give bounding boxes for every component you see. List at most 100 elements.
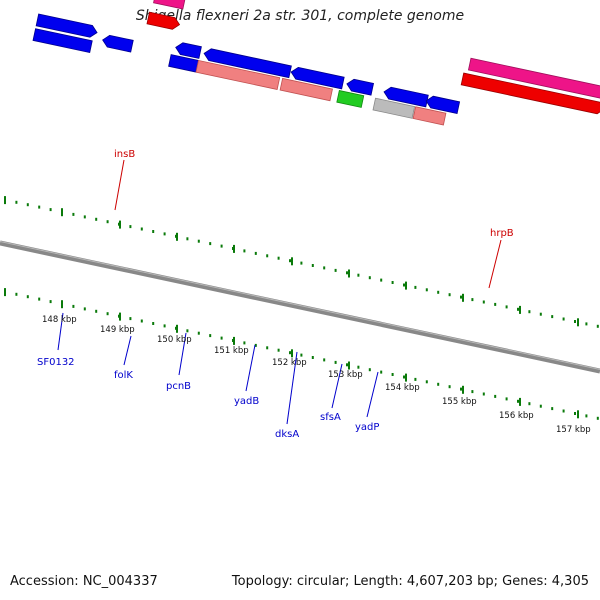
gene-insB-red[interactable] — [146, 11, 181, 30]
minor-tick — [186, 329, 189, 333]
minor-tick — [425, 380, 428, 384]
gene-label-yadP[interactable]: yadP — [355, 422, 379, 433]
major-tick — [233, 336, 235, 345]
yadP-leader — [366, 371, 379, 418]
tick-label: 157 kbp — [556, 425, 591, 435]
tick-label: 148 kbp — [42, 315, 77, 325]
minor-tick — [403, 375, 405, 379]
minor-tick — [38, 297, 41, 301]
sf0132-leader — [57, 312, 64, 351]
major-tick — [119, 220, 121, 229]
gene-dksA[interactable] — [336, 90, 365, 108]
major-tick — [176, 232, 178, 241]
gene-arrow-sf0134[interactable] — [32, 28, 93, 54]
major-tick — [462, 385, 464, 394]
tick-label: 152 kbp — [272, 358, 307, 368]
genome-title: Shigella flexneri 2a str. 301, complete … — [135, 8, 465, 24]
minor-tick — [15, 200, 18, 204]
minor-tick — [197, 331, 200, 335]
minor-tick — [437, 290, 440, 294]
minor-tick — [471, 390, 474, 394]
minor-tick — [15, 292, 18, 296]
gene-dksA-arrow[interactable] — [346, 78, 375, 96]
minor-tick — [346, 271, 348, 275]
minor-tick — [574, 320, 576, 323]
minor-tick — [494, 394, 497, 398]
minor-tick — [334, 360, 337, 364]
gene-yadB[interactable] — [279, 77, 333, 102]
gene-insB[interactable] — [153, 0, 186, 10]
sfsA-leader — [331, 363, 343, 409]
minor-tick — [49, 300, 52, 304]
minor-tick — [300, 261, 303, 265]
gene-hrpB-red[interactable] — [460, 72, 600, 115]
minor-tick — [186, 237, 189, 241]
minor-tick — [368, 368, 371, 372]
major-tick — [291, 349, 293, 358]
minor-tick — [83, 307, 86, 311]
major-tick — [291, 257, 293, 266]
minor-tick — [106, 312, 109, 316]
major-tick — [233, 244, 235, 253]
minor-tick — [551, 407, 554, 411]
major-tick — [577, 318, 579, 327]
insB-leader — [114, 159, 125, 211]
minor-tick — [289, 259, 291, 263]
tick-label: 156 kbp — [499, 411, 534, 421]
gene-label-sfsA[interactable]: sfsA — [320, 412, 341, 423]
gene-pcnB[interactable] — [195, 59, 281, 90]
gene-label-sf0132[interactable]: SF0132 — [37, 357, 75, 368]
minor-tick — [471, 298, 474, 302]
gene-label-dksA[interactable]: dksA — [275, 429, 299, 440]
minor-tick — [95, 309, 98, 313]
minor-tick — [357, 273, 360, 277]
minor-tick — [311, 264, 314, 267]
gene-arrow-sf0132[interactable] — [35, 13, 98, 38]
tick-label: 149 kbp — [100, 325, 135, 335]
minor-tick — [505, 397, 508, 401]
minor-tick — [140, 227, 143, 231]
gene-pcnB-arrow[interactable] — [203, 48, 292, 79]
gene-label-pcnB[interactable]: pcnB — [166, 381, 191, 392]
gene-yadP-arrow[interactable] — [425, 95, 461, 115]
major-tick — [4, 196, 6, 205]
minor-tick — [83, 215, 86, 219]
minor-tick — [209, 242, 212, 246]
minor-tick — [266, 346, 269, 350]
gene-yadP[interactable] — [412, 106, 447, 126]
minor-tick — [220, 336, 223, 340]
gene-yadB-arrow[interactable] — [290, 66, 345, 90]
gene-hrpB[interactable] — [467, 57, 600, 102]
gene-label-hrpB[interactable]: hrpB — [490, 228, 514, 239]
gene-label-yadB[interactable]: yadB — [234, 396, 259, 407]
minor-tick — [596, 324, 599, 328]
major-tick — [519, 397, 521, 406]
gene-arrow-sf0133[interactable] — [101, 34, 134, 53]
genome-backbone-highlight — [0, 241, 600, 370]
major-tick — [519, 305, 521, 314]
gene-label-folK[interactable]: folK — [114, 370, 133, 381]
minor-tick — [528, 402, 531, 406]
minor-tick — [425, 288, 428, 292]
minor-tick — [106, 220, 109, 224]
gene-track — [32, 0, 600, 126]
gene-sfsA-arrow[interactable] — [383, 86, 429, 108]
gene-sfsA[interactable] — [372, 97, 416, 119]
minor-tick — [311, 356, 314, 359]
minor-tick — [460, 387, 462, 391]
gene-labels-top: insB hrpB — [114, 149, 514, 239]
major-tick — [405, 281, 407, 290]
minor-tick — [163, 324, 166, 328]
kbp-axis-labels: 148 kbp 149 kbp 150 kbp 151 kbp 152 kbp … — [42, 315, 591, 435]
minor-tick — [528, 310, 531, 314]
minor-tick — [346, 363, 348, 367]
minor-tick — [254, 251, 257, 255]
minor-tick — [414, 285, 417, 289]
ticks-upper — [4, 196, 599, 328]
gene-folK-arrow[interactable] — [174, 42, 202, 59]
accession-text: Accession: NC_004337 — [10, 574, 158, 589]
minor-tick — [38, 205, 41, 209]
pcnB-leader — [178, 332, 187, 376]
gene-label-insB[interactable]: insB — [114, 149, 135, 160]
minor-tick — [323, 358, 326, 362]
